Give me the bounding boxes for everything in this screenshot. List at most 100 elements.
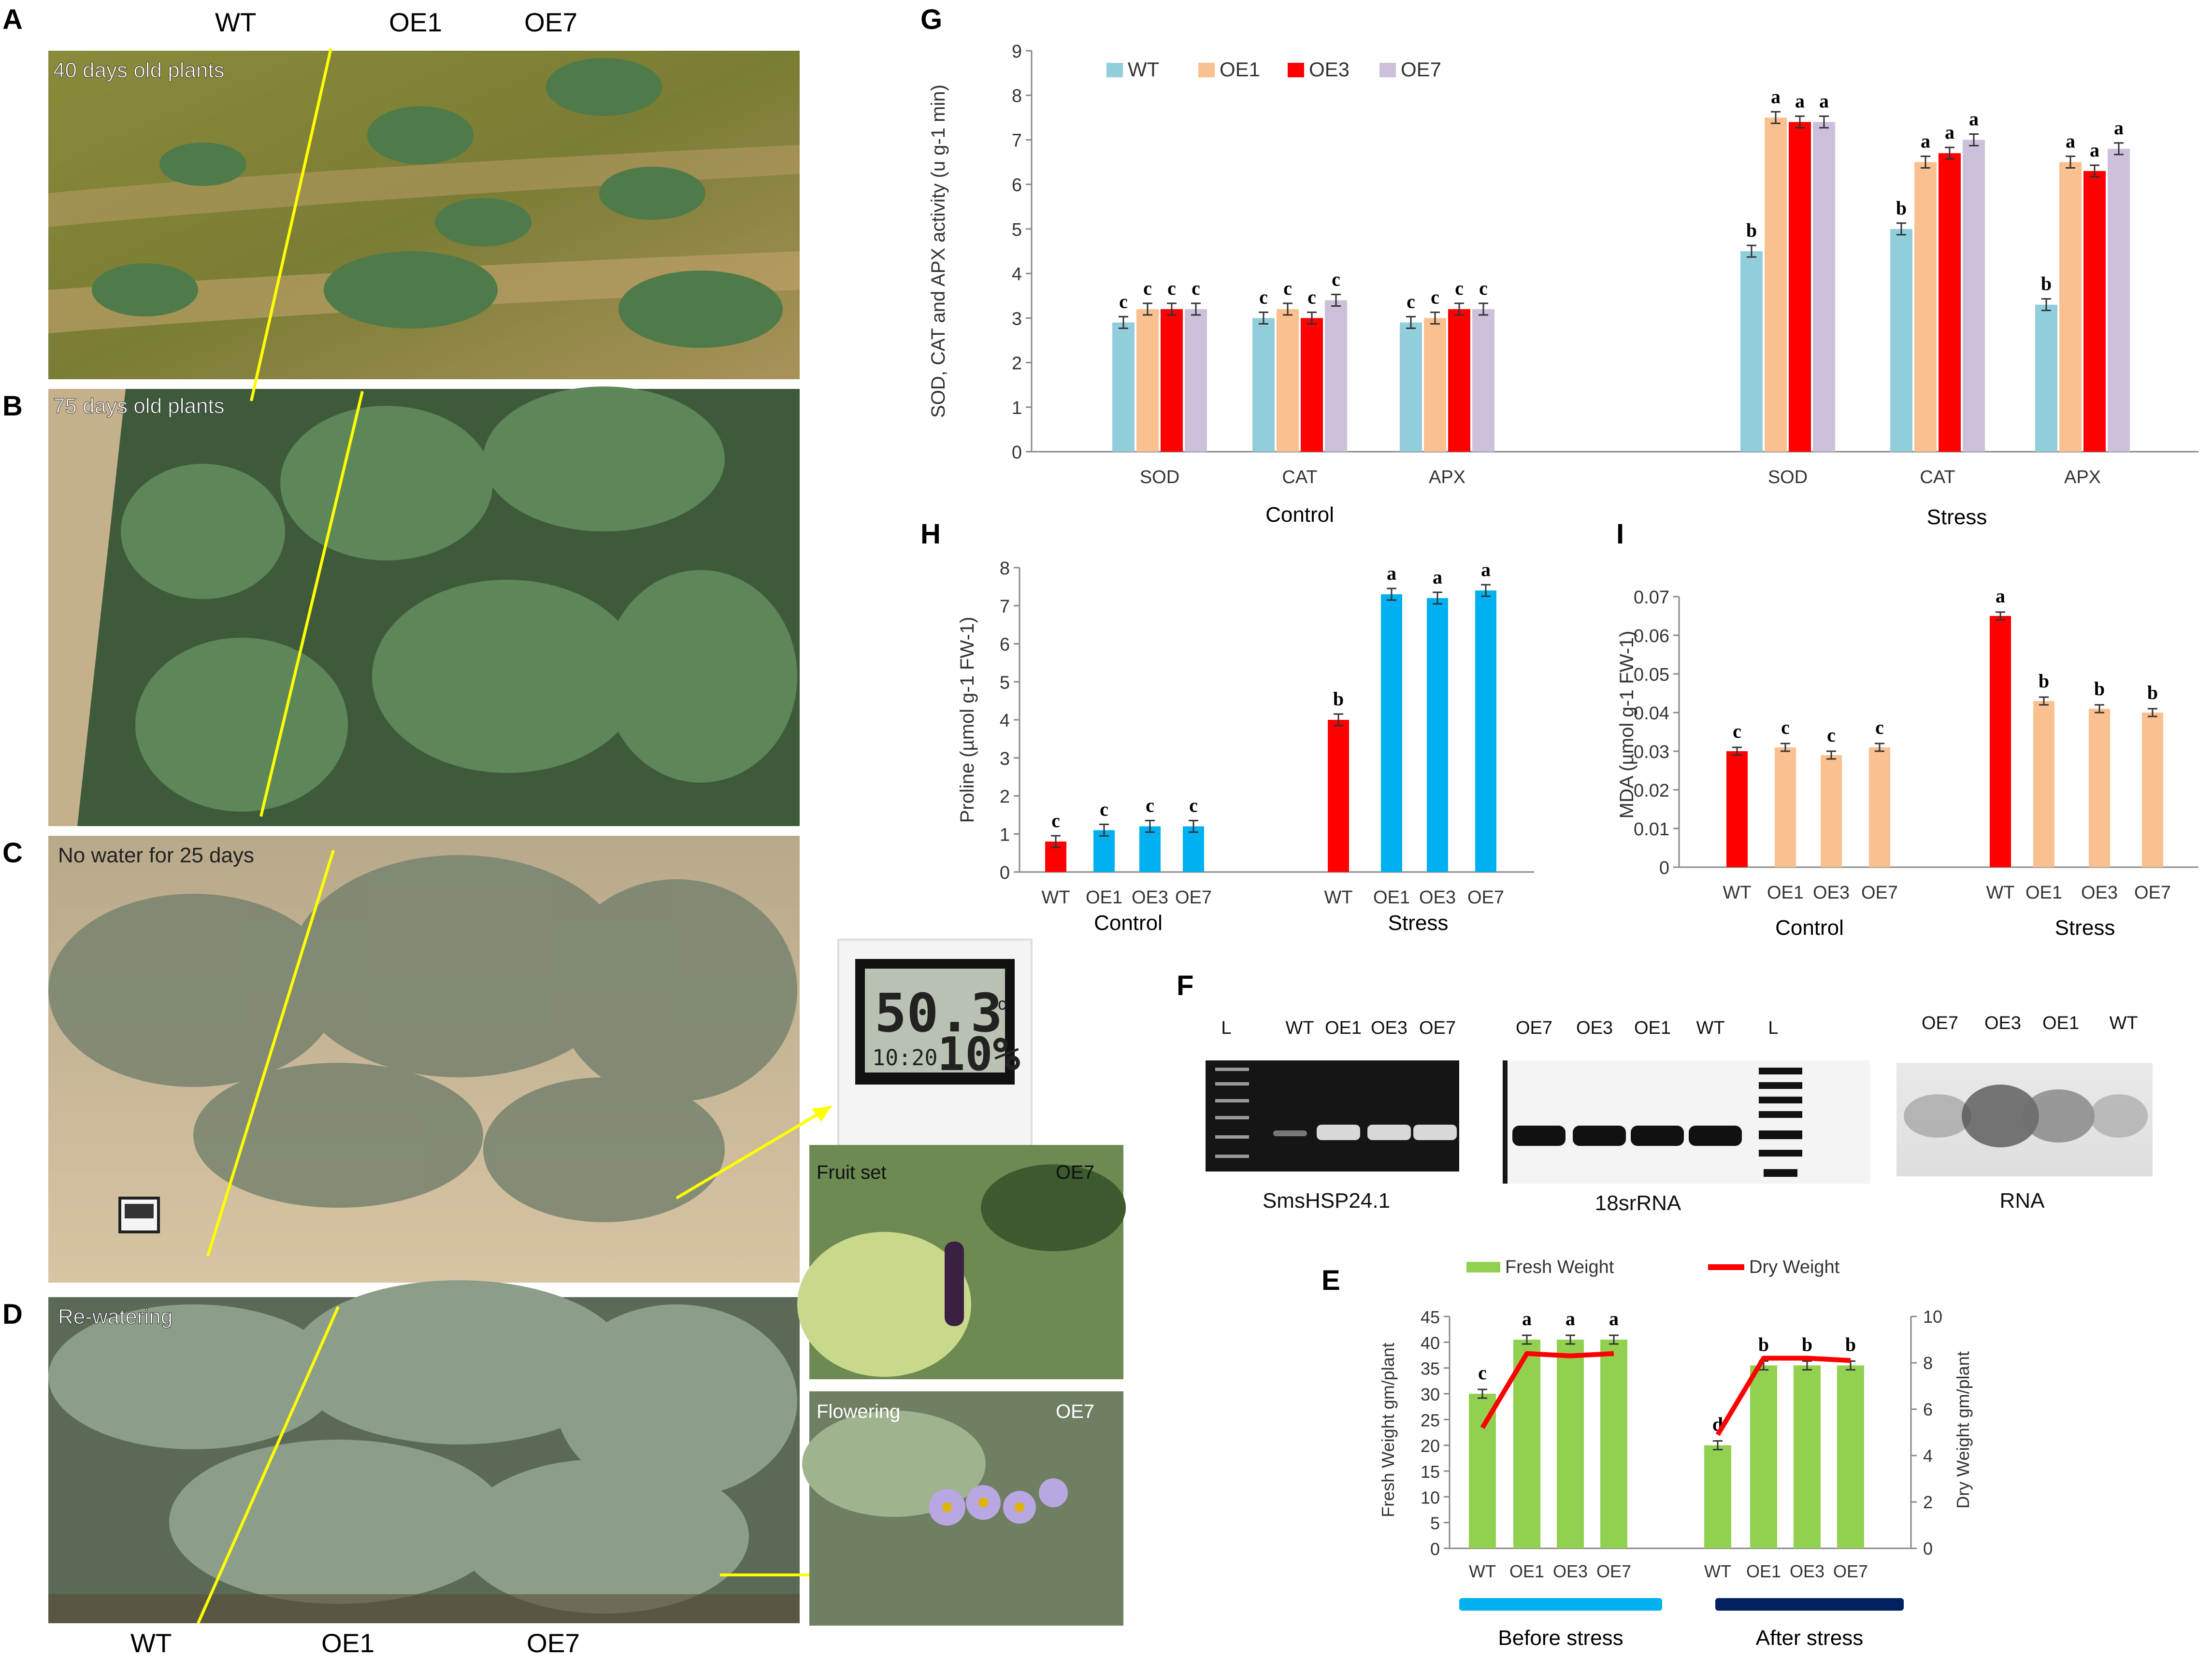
g-bar [1765, 117, 1787, 452]
e-bar [1837, 1365, 1864, 1548]
top-label-oe1: OE1 [389, 7, 442, 37]
g-letter: c [1283, 277, 1292, 299]
g-y-tick-label: 2 [1012, 354, 1022, 374]
i-bar [1821, 755, 1842, 867]
after-stress-bar [1715, 1598, 1904, 1611]
g-bar [1301, 318, 1323, 452]
h-y-tick-label: 6 [1000, 635, 1010, 655]
bottom-label-wt: WT [130, 1628, 172, 1658]
e-y2-tick-label: 0 [1923, 1539, 1933, 1558]
g-bar [1740, 251, 1763, 452]
g-y-tick-label: 7 [1012, 130, 1022, 151]
g-letter: b [2041, 273, 2052, 295]
e-category-label: OE3 [1790, 1561, 1824, 1581]
g-bar [1185, 309, 1207, 452]
thermo-time: 10:20 [872, 1045, 937, 1071]
h-bar [1183, 826, 1204, 872]
gel-2 [1503, 1060, 1870, 1184]
g-category-label: APX [1429, 467, 1465, 487]
fruit-photo [797, 1145, 1126, 1379]
g-letter: c [1119, 291, 1128, 313]
before-stress-bar [1459, 1598, 1662, 1611]
i-bar [1990, 616, 2011, 867]
h-category-label: OE7 [1467, 887, 1504, 908]
g-bar [2035, 304, 2057, 452]
e-y-tick-label: 20 [1421, 1436, 1440, 1456]
i-category-label: OE7 [1861, 883, 1898, 903]
e-legend-label: Dry Weight [1749, 1257, 1840, 1277]
panel-letter-b: B [2, 390, 23, 422]
panel-letter-g: G [920, 4, 942, 35]
g-legend-label: OE1 [1220, 58, 1260, 81]
h-letter: a [1387, 562, 1396, 584]
flowering-tag: OE7 [1056, 1401, 1094, 1422]
photo-panel-d [48, 1280, 800, 1623]
g-y-tick-label: 0 [1012, 443, 1022, 463]
e-y-tick-label: 30 [1421, 1385, 1440, 1404]
gel1-lane-4: OE7 [1419, 1018, 1456, 1038]
chart-i: 0 0.01 0.02 0.03 0.04 0.05 0.06 0.07 c WT c OE1 c OE3… [1616, 585, 2198, 940]
i-bar [1726, 751, 1748, 867]
g-letter: a [2090, 139, 2099, 161]
i-bar [2033, 701, 2054, 867]
h-bar [1381, 594, 1402, 872]
g-legend-label: WT [1128, 58, 1159, 81]
h-bar [1139, 826, 1161, 872]
h-bar [1093, 830, 1115, 872]
e-category-label: OE1 [1746, 1561, 1781, 1581]
e-letter: a [1566, 1308, 1575, 1329]
gel-2-ladder [1759, 1068, 1802, 1177]
e-y2-tick-label: 10 [1923, 1307, 1942, 1327]
g-bar [1277, 309, 1299, 452]
g-legend-swatch [1288, 63, 1304, 77]
g-bar [2083, 171, 2106, 452]
e-y-tick-label: 0 [1430, 1539, 1440, 1559]
i-bar [1869, 747, 1890, 867]
g-letter: a [1771, 86, 1781, 107]
chart-h: 0 1 2 3 4 5 6 7 8 c WT c OE1 c OE3 c OE7 b WT a OE1 a OE3 a OE7 C… [957, 558, 1534, 935]
h-letter: a [1433, 566, 1442, 588]
g-category-label: CAT [1282, 467, 1317, 487]
thermo-humidity: 10% [937, 1028, 1020, 1081]
thermo-unit: c [998, 994, 1006, 1014]
e-letter: b [1802, 1333, 1812, 1355]
i-bar [2089, 709, 2110, 867]
panel-letter-a: A [2, 4, 23, 35]
h-category-label: OE3 [1419, 887, 1456, 908]
i-y-label: MDA (µmol g-1 FW-1) [1616, 630, 1637, 818]
i-letter: b [2147, 682, 2158, 703]
e-y-tick-label: 5 [1430, 1514, 1440, 1533]
i-letter: a [1996, 585, 2005, 607]
e-y-tick-label: 10 [1421, 1487, 1440, 1507]
bottom-label-oe1: OE1 [321, 1628, 374, 1658]
panel-letter-d: D [2, 1299, 23, 1330]
gel2-lane-4: L [1768, 1018, 1778, 1038]
g-bar [2059, 162, 2082, 452]
i-y-tick-label: 0.07 [1634, 587, 1669, 608]
panel-letter-c: C [2, 837, 23, 869]
i-y-tick-label: 0.05 [1634, 665, 1669, 685]
i-category-label: OE3 [2081, 883, 2118, 903]
e-bar [1704, 1445, 1731, 1548]
g-category-label: SOD [1768, 467, 1808, 487]
g-category-label: APX [2064, 467, 2101, 487]
g-letter: a [2066, 130, 2075, 152]
g-y-tick-label: 9 [1012, 42, 1022, 62]
gel-1 [1206, 1060, 1459, 1172]
e-bar [1600, 1340, 1627, 1548]
gel2-lane-3: WT [1696, 1018, 1724, 1038]
h-group-label: Stress [1388, 911, 1449, 935]
g-letter: a [1945, 121, 1954, 143]
caption-flowering: Flowering [817, 1401, 900, 1422]
i-y-tick-label: 0.04 [1634, 703, 1669, 724]
e-group-label: Before stress [1498, 1626, 1623, 1650]
flowering-photo [802, 1391, 1123, 1626]
g-bar [1963, 140, 1985, 452]
i-category-label: OE1 [1767, 883, 1804, 903]
e-bar [1513, 1340, 1540, 1548]
g-letter: c [1407, 291, 1415, 313]
caption-fruit: Fruit set [817, 1162, 886, 1183]
g-legend-label: OE3 [1309, 58, 1350, 81]
g-y-tick-label: 6 [1012, 175, 1022, 196]
